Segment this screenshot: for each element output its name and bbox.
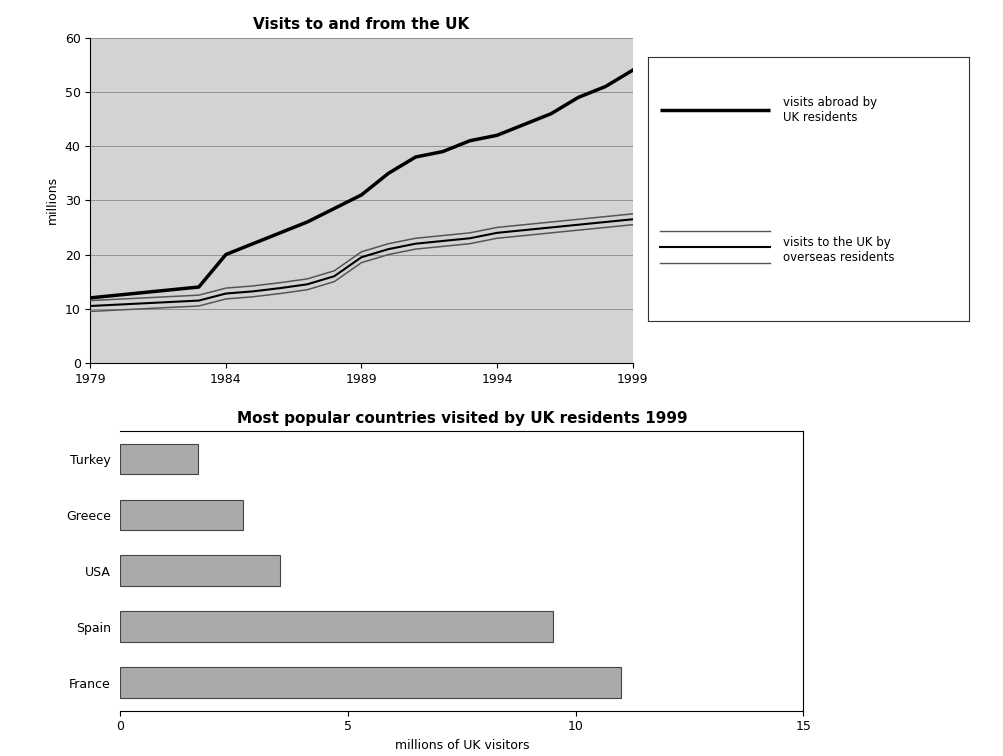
Bar <box>120 668 621 698</box>
Bar <box>120 556 280 586</box>
Bar <box>120 612 553 642</box>
Title: Most popular countries visited by UK residents 1999: Most popular countries visited by UK res… <box>237 411 686 426</box>
Bar <box>120 444 198 474</box>
Title: Visits to and from the UK: Visits to and from the UK <box>253 17 469 33</box>
Y-axis label: millions: millions <box>46 176 59 225</box>
X-axis label: millions of UK visitors: millions of UK visitors <box>394 739 529 752</box>
Text: visits to the UK by
overseas residents: visits to the UK by overseas residents <box>781 236 893 264</box>
Bar <box>120 500 243 530</box>
Text: visits abroad by
UK residents: visits abroad by UK residents <box>781 95 876 124</box>
